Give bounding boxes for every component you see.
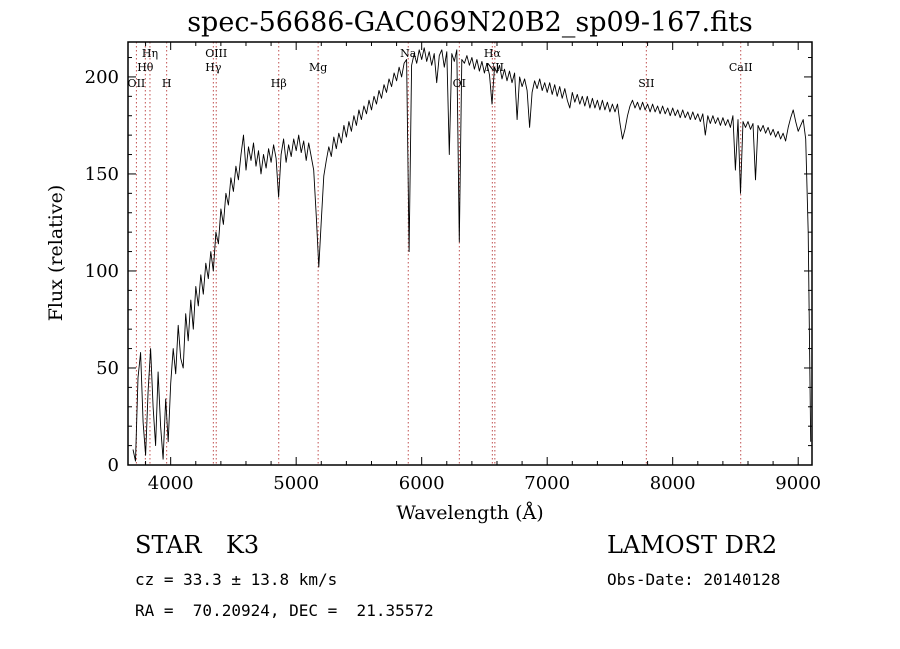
chart-title: spec-56686-GAC069N20B2_sp09-167.fits (187, 7, 753, 38)
object-class: STAR (135, 531, 202, 559)
x-tick-label: 8000 (650, 473, 696, 494)
spectral-line-label: Na (400, 47, 417, 60)
spectral-line-label: Hη (142, 47, 158, 60)
spectral-line-label: Hθ (137, 61, 154, 74)
spectrum-trace (132, 47, 812, 462)
spectral-line-label: H (162, 77, 172, 90)
spectral-line-label: SII (638, 77, 654, 90)
obs-date: Obs-Date: 20140128 (607, 570, 780, 589)
ra-dec-value: RA = 70.20924, DEC = 21.35572 (135, 601, 434, 620)
plot-frame (127, 41, 813, 466)
spectral-line-label: OIII (205, 47, 227, 60)
x-axis-label: Wavelength (Å) (396, 502, 543, 524)
y-tick-label: 50 (96, 358, 119, 379)
y-tick-label: 100 (85, 261, 119, 282)
y-tick-label: 150 (85, 164, 119, 185)
survey-name: LAMOST DR2 (607, 531, 777, 559)
spectral-line-label: Hγ (205, 61, 222, 74)
axis-ticks: 4000 5000 6000 7000 8000 9000 0 50 100 150 200 (85, 42, 821, 494)
spectral-line-label: Hβ (271, 77, 287, 90)
x-tick-label: 9000 (775, 473, 821, 494)
x-tick-label: 7000 (524, 473, 570, 494)
x-tick-label: 5000 (273, 473, 319, 494)
object-subclass: K3 (226, 531, 259, 559)
spectral-line-label: OI (453, 77, 466, 90)
y-tick-label: 200 (85, 67, 119, 88)
spectral-line-label: CaII (729, 61, 753, 74)
y-axis-label: Flux (relative) (45, 185, 67, 322)
x-tick-label: 6000 (399, 473, 445, 494)
spectral-line-label: Mg (309, 61, 327, 74)
spectral-line-label: Hα (484, 47, 502, 60)
cz-value: cz = 33.3 ± 13.8 km/s (135, 570, 337, 589)
spectral-line-label: OII (128, 77, 146, 90)
x-tick-label: 4000 (148, 473, 194, 494)
y-tick-label: 0 (108, 455, 119, 476)
